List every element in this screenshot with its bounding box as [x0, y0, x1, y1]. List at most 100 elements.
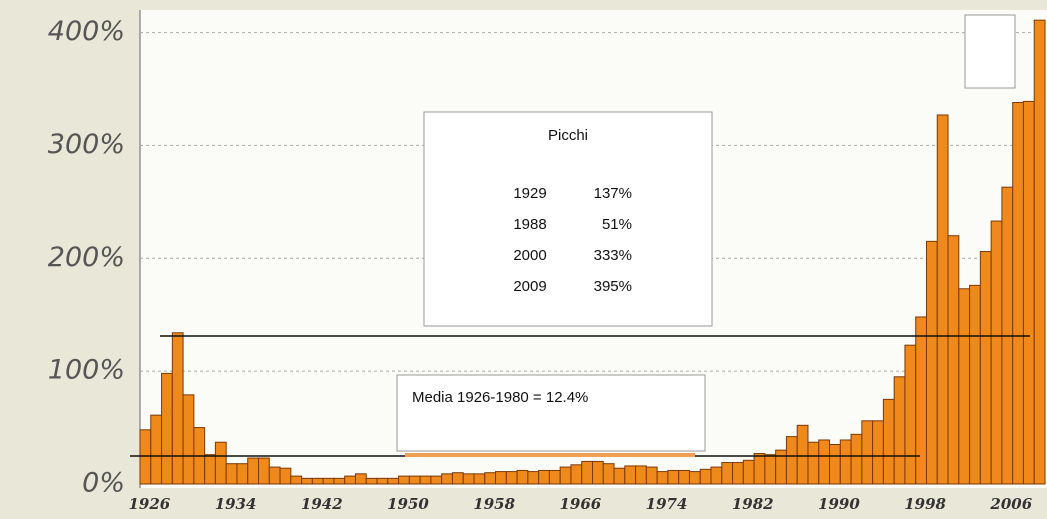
bar: [301, 477, 313, 485]
bar: [1012, 102, 1024, 485]
bar: [807, 441, 820, 485]
bar: [333, 477, 346, 485]
bar: [602, 463, 615, 485]
bar: [279, 467, 292, 485]
bar: [645, 466, 658, 485]
bar: [570, 464, 583, 485]
bar: [430, 475, 443, 485]
bar: [139, 429, 152, 485]
bar: [462, 473, 475, 485]
bar: [354, 473, 367, 485]
x-tick-label: 1974: [646, 495, 688, 513]
bar: [387, 477, 400, 485]
bar: [214, 441, 227, 485]
bar: [688, 471, 701, 485]
bar: [441, 473, 453, 485]
bar: [1033, 19, 1046, 485]
bar: [785, 436, 798, 485]
x-tick-label: 1990: [818, 495, 860, 513]
bar: [182, 394, 195, 485]
x-tick-label: 1942: [301, 495, 343, 513]
axis-labels: 0% 100% 200% 300% 400% 1926 1934 1942 1950 1958 19…: [48, 16, 1033, 513]
bar: [796, 424, 809, 485]
x-tick-label: 1950: [387, 495, 429, 513]
bar: [829, 444, 841, 485]
bar: [150, 414, 163, 485]
bar: [322, 477, 335, 485]
y-tick-label: 0%: [82, 468, 125, 499]
bar: [311, 477, 324, 485]
bar: [861, 420, 874, 485]
x-tick-label: 1998: [904, 495, 946, 513]
peak-year: 1988: [513, 216, 546, 233]
blank-box: [964, 14, 1016, 89]
bar: [915, 316, 927, 485]
bar: [969, 284, 981, 485]
y-tick-label: 300%: [48, 129, 125, 160]
bar: [882, 398, 895, 485]
peak-value: 137%: [594, 185, 632, 202]
bar: [613, 467, 626, 485]
peak-year: 2009: [513, 278, 546, 295]
bar: [290, 475, 303, 485]
bar: [818, 439, 831, 485]
bar: [624, 465, 637, 485]
x-tick-label: 1966: [559, 495, 601, 513]
bar: [473, 473, 486, 485]
bar: [247, 457, 260, 485]
bar: [925, 240, 938, 485]
bar: [225, 463, 238, 485]
bar: [947, 235, 960, 485]
bar: [451, 472, 464, 485]
x-tick-label: 2006: [989, 495, 1032, 513]
bar: [667, 469, 680, 485]
bar: [990, 220, 1003, 485]
bar: [678, 469, 690, 485]
bar: [936, 114, 949, 485]
mean-box-accent: [405, 453, 695, 457]
bar: [495, 471, 507, 485]
bar: [635, 465, 647, 485]
bar: [699, 468, 712, 485]
y-tick-label: 200%: [48, 242, 125, 273]
peak-year: 1929: [513, 185, 546, 202]
mean-box: [396, 374, 706, 452]
x-tick-label: 1926: [129, 495, 171, 513]
bar: [764, 454, 777, 485]
bar: [581, 460, 594, 485]
bar: [592, 460, 604, 485]
bar: [419, 475, 432, 485]
bar: [376, 477, 389, 485]
bar: [204, 454, 216, 485]
mean-label: Media 1926-1980 = 12.4%: [412, 389, 588, 406]
peak-value: 395%: [594, 278, 632, 295]
x-tick-label: 1934: [215, 495, 257, 513]
peak-value: 333%: [594, 247, 632, 264]
y-tick-label: 100%: [48, 355, 125, 386]
bar: [548, 469, 561, 485]
bar: [516, 469, 529, 485]
bar: [258, 457, 270, 485]
peaks-title: Picchi: [548, 127, 588, 144]
bar: [408, 475, 421, 485]
peak-value: 51%: [602, 216, 632, 233]
bar: [775, 449, 787, 485]
bar: [161, 372, 173, 485]
bar: [893, 376, 906, 485]
bar: [753, 453, 766, 485]
bar: [839, 439, 852, 485]
x-tick-label: 1958: [473, 495, 515, 513]
peaks-rows: 1929 137% 1988 51% 2000 333% 2009 395%: [513, 185, 632, 295]
bar: [1022, 100, 1035, 485]
x-tick-label: 1982: [732, 495, 774, 513]
bar: [979, 251, 992, 485]
bar: [538, 469, 550, 485]
bar: [742, 459, 755, 485]
y-tick-label: 400%: [48, 16, 125, 47]
bar: [484, 472, 497, 485]
bar: [268, 466, 281, 485]
bar: [344, 475, 356, 485]
bar: [904, 344, 917, 485]
bar: [732, 462, 744, 485]
